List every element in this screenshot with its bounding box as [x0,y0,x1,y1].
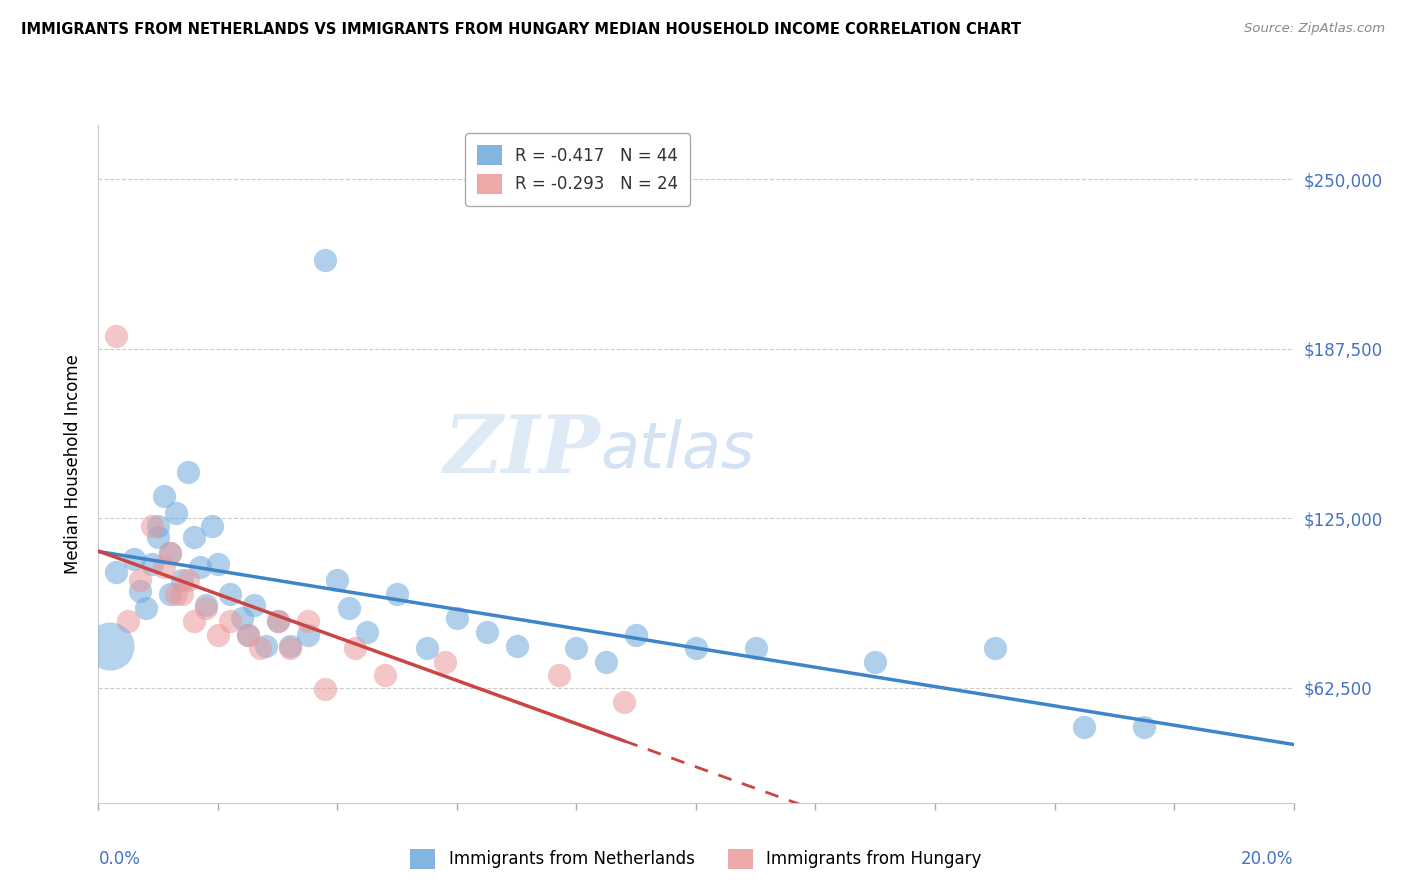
Point [183,530,205,544]
Point [231,611,253,625]
Point [865,655,887,669]
Point [1073,720,1095,734]
Point [297,614,319,628]
Point [1133,720,1156,734]
Point [278,641,301,656]
Legend: Immigrants from Netherlands, Immigrants from Hungary: Immigrants from Netherlands, Immigrants … [404,842,988,876]
Point [129,584,152,599]
Point [201,519,224,533]
Point [159,587,181,601]
Point [267,614,290,628]
Point [124,551,146,566]
Text: Source: ZipAtlas.com: Source: ZipAtlas.com [1244,22,1385,36]
Point [326,574,349,588]
Point [159,546,181,560]
Text: atlas: atlas [600,419,755,482]
Point [159,546,181,560]
Point [177,465,200,479]
Point [385,587,409,601]
Point [613,696,636,710]
Point [141,557,163,571]
Point [117,614,139,628]
Point [267,614,290,628]
Point [416,641,439,656]
Point [219,614,242,628]
Point [624,628,647,642]
Point [506,639,529,653]
Y-axis label: Median Household Income: Median Household Income [63,354,82,574]
Point [434,655,457,669]
Point [339,600,360,615]
Point [105,329,128,343]
Point [141,519,163,533]
Point [475,624,498,639]
Point [983,641,1005,656]
Point [188,560,211,574]
Point [243,598,266,612]
Point [745,641,768,656]
Point [356,624,378,639]
Point [254,639,277,653]
Point [172,574,194,588]
Point [172,587,194,601]
Point [219,587,242,601]
Point [153,489,176,503]
Text: IMMIGRANTS FROM NETHERLANDS VS IMMIGRANTS FROM HUNGARY MEDIAN HOUSEHOLD INCOME C: IMMIGRANTS FROM NETHERLANDS VS IMMIGRANT… [21,22,1021,37]
Point [207,628,229,642]
Point [153,560,176,574]
Point [135,600,157,615]
Point [207,557,229,571]
Point [297,628,319,642]
Point [148,530,170,544]
Point [194,598,218,612]
Text: 0.0%: 0.0% [98,850,141,868]
Point [148,519,170,533]
Point [249,641,271,656]
Point [183,614,205,628]
Point [194,600,218,615]
Point [165,506,187,520]
Point [374,668,396,682]
Text: ZIP: ZIP [443,411,600,489]
Point [105,566,128,580]
Point [595,655,617,669]
Point [685,641,707,656]
Point [565,641,588,656]
Point [236,628,259,642]
Point [129,574,152,588]
Point [236,628,259,642]
Point [315,681,337,696]
Point [278,639,301,653]
Point [177,574,200,588]
Point [446,611,468,625]
Point [98,639,122,653]
Point [315,253,337,268]
Point [165,587,187,601]
Point [547,668,569,682]
Point [344,641,367,656]
Text: 20.0%: 20.0% [1241,850,1294,868]
